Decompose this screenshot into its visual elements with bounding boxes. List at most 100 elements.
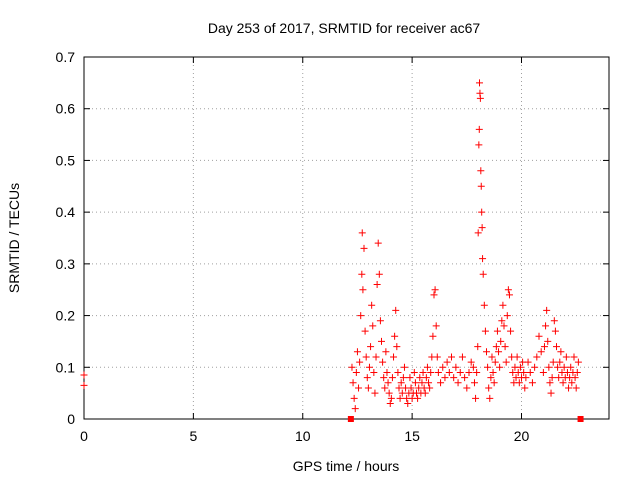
- data-point: [379, 358, 387, 366]
- data-point: [383, 368, 391, 376]
- y-tick-label: 0: [67, 411, 75, 427]
- data-point: [474, 229, 482, 237]
- data-point: [567, 363, 575, 371]
- data-point: [542, 322, 550, 330]
- data-point: [387, 394, 395, 402]
- gap-marker: [577, 416, 584, 422]
- data-point: [463, 384, 471, 392]
- data-point: [546, 379, 554, 387]
- data-point: [376, 317, 384, 325]
- data-point: [479, 255, 487, 263]
- y-tick-label: 0.5: [56, 152, 76, 168]
- data-point: [400, 363, 408, 371]
- data-point: [443, 358, 451, 366]
- data-point: [554, 363, 562, 371]
- data-point: [547, 389, 555, 397]
- data-point: [80, 381, 88, 389]
- data-point: [477, 167, 485, 175]
- data-point: [544, 337, 552, 345]
- data-point: [556, 358, 564, 366]
- data-point: [507, 327, 515, 335]
- data-point: [371, 389, 379, 397]
- data-point: [358, 270, 366, 278]
- y-axis-label: SRMTID / TECUs: [6, 183, 22, 293]
- gap-markers: [347, 416, 584, 422]
- x-tick-label: 10: [295, 428, 311, 444]
- data-point: [426, 384, 434, 392]
- data-point: [475, 141, 483, 149]
- data-point: [484, 363, 492, 371]
- data-point: [515, 379, 523, 387]
- data-point: [348, 363, 356, 371]
- data-point: [355, 384, 363, 392]
- data-point: [386, 399, 394, 407]
- data-point: [555, 374, 563, 382]
- data-point: [502, 358, 510, 366]
- data-point: [568, 379, 576, 387]
- data-point: [396, 394, 404, 402]
- data-point: [370, 368, 378, 376]
- data-point: [384, 379, 392, 387]
- data-points: [80, 79, 582, 413]
- data-point: [363, 374, 371, 382]
- data-point: [476, 94, 484, 102]
- data-point: [481, 327, 489, 335]
- data-point: [365, 363, 373, 371]
- data-point: [406, 374, 414, 382]
- data-point: [545, 363, 553, 371]
- data-point: [487, 374, 495, 382]
- data-point: [503, 312, 511, 320]
- data-point: [549, 358, 557, 366]
- data-point: [373, 281, 381, 289]
- data-point: [430, 291, 438, 299]
- data-point: [513, 353, 521, 361]
- x-axis: 0 5 10 15 20: [80, 57, 529, 444]
- data-point: [470, 379, 478, 387]
- data-point: [397, 379, 405, 387]
- data-point: [504, 286, 512, 294]
- data-point: [461, 374, 469, 382]
- data-point: [572, 384, 580, 392]
- data-point: [531, 363, 539, 371]
- data-point: [350, 394, 358, 402]
- data-point: [425, 379, 433, 387]
- data-point: [358, 229, 366, 237]
- data-point: [378, 337, 385, 345]
- x-axis-label: GPS time / hours: [293, 458, 400, 474]
- data-point: [432, 322, 440, 330]
- data-point: [535, 332, 543, 340]
- data-point: [499, 301, 507, 309]
- data-point: [357, 312, 365, 320]
- data-point: [522, 374, 530, 382]
- data-point: [441, 374, 449, 382]
- data-point: [559, 379, 567, 387]
- data-point: [574, 358, 582, 366]
- data-point: [385, 389, 393, 397]
- data-point: [516, 363, 524, 371]
- data-point: [356, 358, 364, 366]
- data-point: [395, 384, 403, 392]
- y-tick-label: 0.6: [56, 101, 76, 117]
- data-point: [551, 327, 559, 335]
- data-point: [521, 384, 529, 392]
- data-point: [431, 286, 439, 294]
- data-point: [421, 389, 429, 397]
- data-point: [478, 208, 486, 216]
- data-point: [524, 358, 532, 366]
- data-point: [493, 327, 501, 335]
- data-point: [477, 182, 485, 190]
- data-point: [454, 379, 462, 387]
- data-point: [491, 358, 499, 366]
- data-point: [472, 394, 480, 402]
- data-point: [490, 379, 498, 387]
- data-point: [497, 337, 505, 345]
- data-point: [429, 332, 437, 340]
- data-point: [422, 374, 430, 382]
- data-point: [492, 343, 500, 351]
- data-point: [410, 368, 418, 376]
- data-point: [80, 371, 88, 379]
- data-point: [352, 368, 360, 376]
- data-point: [367, 343, 375, 351]
- data-point: [374, 239, 382, 247]
